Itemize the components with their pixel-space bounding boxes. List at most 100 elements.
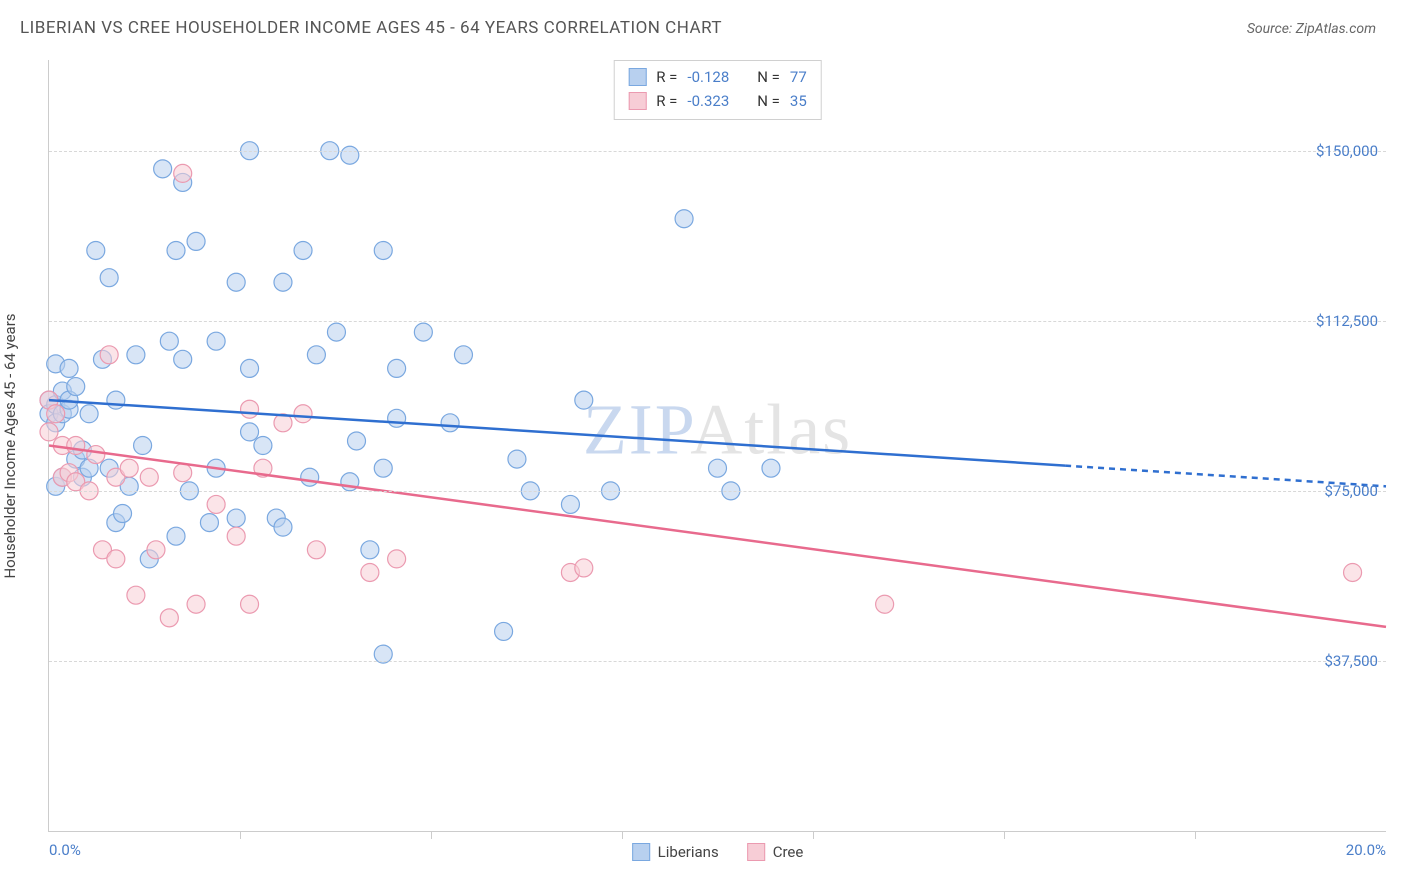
correlation-legend: R = -0.128 N = 77 R = -0.323 N = 35 (613, 60, 822, 120)
legend-swatch-cree (628, 92, 646, 110)
chart-container: LIBERIAN VS CREE HOUSEHOLDER INCOME AGES… (0, 0, 1406, 892)
data-point (495, 622, 513, 640)
data-point (227, 527, 245, 545)
data-point (227, 509, 245, 527)
data-point (441, 414, 459, 432)
data-point (294, 405, 312, 423)
y-tick-label: $37,500 (1324, 652, 1378, 670)
data-point (675, 210, 693, 228)
x-tick (431, 831, 432, 839)
data-point (361, 563, 379, 581)
data-point (187, 595, 205, 613)
x-tick (813, 831, 814, 839)
x-tick (622, 831, 623, 839)
data-point (107, 391, 125, 409)
data-point (327, 323, 345, 341)
legend-item-liberians: Liberians (632, 843, 719, 861)
data-point (167, 241, 185, 259)
data-point (174, 164, 192, 182)
gridline (49, 151, 1386, 152)
x-tick (240, 831, 241, 839)
data-point (361, 541, 379, 559)
data-point (388, 409, 406, 427)
data-point (341, 146, 359, 164)
legend-row-liberians: R = -0.128 N = 77 (628, 65, 807, 89)
legend-bottom-swatch-liberians (632, 843, 650, 861)
data-point (100, 269, 118, 287)
data-point (374, 241, 392, 259)
data-point (140, 468, 158, 486)
x-axis-label-right: 20.0% (1346, 841, 1386, 859)
data-point (508, 450, 526, 468)
data-point (127, 346, 145, 364)
legend-label-liberians: Liberians (658, 843, 719, 861)
data-point (107, 550, 125, 568)
data-point (207, 495, 225, 513)
legend-r-value-0: -0.128 (687, 65, 729, 89)
gridline (49, 661, 1386, 662)
chart-title: LIBERIAN VS CREE HOUSEHOLDER INCOME AGES… (20, 18, 722, 38)
legend-r-label: R = (656, 65, 677, 89)
data-point (241, 423, 259, 441)
data-point (200, 514, 218, 532)
legend-label-cree: Cree (773, 843, 804, 861)
legend-bottom-swatch-cree (747, 843, 765, 861)
plot-svg (49, 60, 1386, 831)
data-point (241, 595, 259, 613)
data-point (174, 464, 192, 482)
data-point (160, 332, 178, 350)
data-point (348, 432, 366, 450)
legend-n-value-1: 35 (790, 89, 807, 113)
title-bar: LIBERIAN VS CREE HOUSEHOLDER INCOME AGES… (0, 0, 1406, 48)
data-point (47, 405, 65, 423)
data-point (100, 346, 118, 364)
data-point (147, 541, 165, 559)
data-point (274, 518, 292, 536)
data-point (374, 459, 392, 477)
y-axis-label: Householder Income Ages 45 - 64 years (1, 313, 19, 578)
gridline (49, 321, 1386, 322)
y-tick-label: $112,500 (1316, 312, 1378, 330)
data-point (40, 423, 58, 441)
data-point (388, 550, 406, 568)
y-tick-label: $75,000 (1324, 482, 1378, 500)
data-point (307, 346, 325, 364)
legend-swatch-liberians (628, 68, 646, 86)
data-point (187, 232, 205, 250)
legend-n-label: N = (757, 65, 780, 89)
data-point (876, 595, 894, 613)
data-point (762, 459, 780, 477)
data-point (274, 273, 292, 291)
legend-n-label: N = (757, 89, 780, 113)
data-point (67, 378, 85, 396)
data-point (87, 241, 105, 259)
legend-item-cree: Cree (747, 843, 804, 861)
source-label: Source: ZipAtlas.com (1247, 21, 1376, 37)
data-point (388, 359, 406, 377)
data-point (87, 446, 105, 464)
x-axis-label-left: 0.0% (49, 841, 81, 859)
plot-area: ZIPAtlas R = -0.128 N = 77 R = -0.323 (48, 60, 1386, 832)
gridline (49, 491, 1386, 492)
data-point (241, 400, 259, 418)
data-point (120, 459, 138, 477)
plot-wrap: ZIPAtlas R = -0.128 N = 77 R = -0.323 (48, 60, 1386, 832)
data-point (561, 495, 579, 513)
data-point (227, 273, 245, 291)
data-point (167, 527, 185, 545)
data-point (80, 405, 98, 423)
data-point (154, 160, 172, 178)
data-point (575, 391, 593, 409)
data-point (60, 359, 78, 377)
regression-line (49, 400, 1065, 465)
data-point (160, 609, 178, 627)
data-point (294, 241, 312, 259)
series-legend: Liberians Cree (632, 843, 804, 861)
legend-n-value-0: 77 (790, 65, 807, 89)
data-point (414, 323, 432, 341)
y-tick-label: $150,000 (1316, 142, 1378, 160)
data-point (454, 346, 472, 364)
data-point (114, 505, 132, 523)
legend-row-cree: R = -0.323 N = 35 (628, 89, 807, 113)
data-point (134, 437, 152, 455)
